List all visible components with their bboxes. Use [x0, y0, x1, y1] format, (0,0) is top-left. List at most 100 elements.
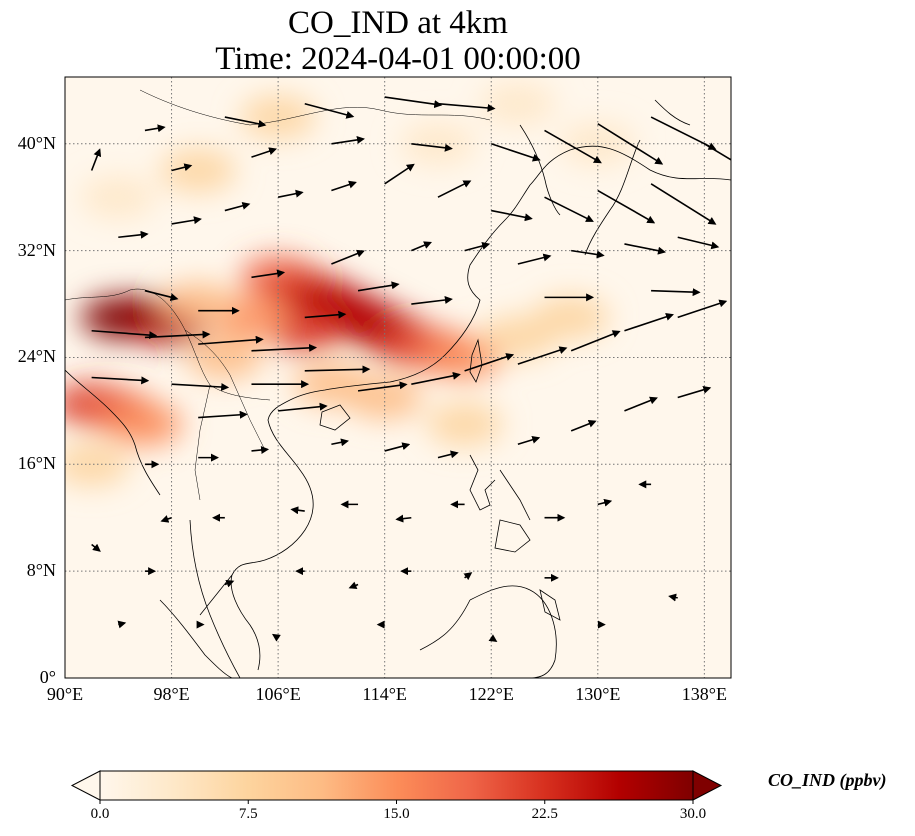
colorbar-body	[99, 770, 694, 801]
longitude-tick-label: 122°E	[468, 684, 514, 704]
wind-arrow	[677, 299, 728, 319]
wind-arrow	[290, 506, 305, 515]
wind-arrow	[650, 183, 717, 225]
wind-arrow	[304, 365, 371, 374]
colorbar	[70, 770, 723, 804]
wind-arrow	[91, 543, 101, 552]
co-plume-cell	[106, 402, 183, 447]
co-plume-cell	[186, 335, 263, 380]
wind-arrow	[491, 209, 533, 222]
wind-arrow	[90, 148, 102, 171]
wind-arrow	[488, 634, 498, 643]
wind-arrow	[251, 446, 270, 454]
wind-arrow	[91, 376, 150, 385]
japan-coastline	[584, 99, 691, 256]
wind-arrow	[271, 633, 281, 642]
wind-arrow	[91, 329, 158, 340]
latitude-tick-label: 24°N	[17, 346, 56, 367]
wind-arrow	[624, 396, 658, 412]
co-plume-cell	[533, 295, 610, 340]
wind-arrow	[411, 142, 453, 152]
gridlines	[65, 77, 731, 678]
longitude-tick-label: 114°E	[362, 684, 407, 704]
wind-arrow	[597, 498, 613, 507]
wind-arrow	[118, 230, 149, 239]
wind-arrow	[411, 371, 461, 385]
bay-of-bengal-coast	[65, 369, 161, 496]
co-concentration-layer	[65, 81, 636, 487]
indochina-coastline	[199, 399, 314, 671]
wind-arrow	[348, 581, 359, 590]
wind-arrow	[357, 381, 408, 392]
wind-arrow	[677, 236, 720, 250]
wind-arrow	[570, 330, 621, 352]
wind-arrow	[668, 593, 678, 602]
latitude-tick-label: 40°N	[17, 132, 56, 153]
wind-arrow	[411, 296, 453, 305]
longitude-tick-label: 98°E	[153, 684, 190, 704]
wind-arrow	[463, 572, 473, 581]
co-plume-cell	[160, 282, 237, 327]
wind-arrow	[703, 143, 731, 161]
wind-arrow	[437, 102, 496, 112]
colorbar-extend-min	[70, 770, 101, 801]
wind-arrow	[384, 96, 443, 109]
wind-arrow	[517, 253, 552, 265]
wind-arrow	[517, 435, 541, 446]
wind-arrow	[277, 189, 304, 198]
wind-arrow	[597, 123, 664, 165]
wind-arrow	[171, 383, 230, 392]
wind-arrow	[198, 335, 264, 345]
taiwan-outline	[469, 338, 483, 383]
wind-arrow	[490, 143, 541, 162]
wind-arrow	[624, 243, 667, 255]
wind-arrow	[395, 514, 412, 523]
wind-arrow	[384, 442, 411, 452]
wind-arrow	[571, 249, 605, 259]
wind-arrow	[597, 189, 656, 224]
longitude-tick-label: 138°E	[681, 684, 727, 704]
wind-arrow	[464, 242, 491, 252]
wind-arrow	[251, 269, 286, 279]
latitude-tick-label: 8°N	[26, 560, 56, 581]
co-plume-cell	[426, 402, 503, 447]
wind-arrow	[357, 281, 400, 292]
wind-arrow	[331, 135, 365, 145]
colorbar-tick-label: 30.0	[679, 806, 707, 822]
wind-arrow	[384, 163, 415, 185]
wind-arrow	[677, 385, 712, 399]
philippines-outline	[469, 454, 561, 621]
longitude-tick-label: 106°E	[255, 684, 301, 704]
wind-arrow	[278, 402, 328, 412]
malay-coastline	[189, 519, 241, 678]
co-plume-cell	[80, 175, 157, 220]
latitude-tick-label: 16°N	[17, 453, 56, 474]
sumatra-outline	[159, 599, 233, 678]
wind-arrow	[198, 410, 248, 419]
korea-coastline	[519, 124, 561, 216]
map-subtitle-time: Time: 2024-04-01 00:00:00	[215, 41, 581, 77]
colorbar-tick-label: 0.0	[90, 806, 110, 822]
wind-arrow	[437, 180, 472, 198]
colorbar-tick-label: 22.5	[531, 806, 558, 822]
wind-arrow	[144, 330, 211, 339]
latitude-tick-label: 32°N	[17, 239, 56, 260]
wind-arrow	[304, 310, 347, 319]
map-title: CO_IND at 4km	[288, 5, 508, 41]
colorbar-tick-label: 7.5	[238, 806, 258, 822]
wind-arrow	[304, 102, 355, 119]
wind-arrow	[570, 419, 597, 432]
wind-vectors	[90, 96, 731, 643]
wind-arrow	[517, 346, 568, 365]
wind-arrow	[171, 216, 202, 225]
wind-arrow	[544, 129, 602, 164]
wind-arrow	[144, 289, 179, 302]
wind-arrow	[117, 620, 127, 629]
wind-arrow	[251, 343, 318, 352]
wind-arrow	[224, 201, 251, 212]
colorbar-extend-max	[692, 770, 723, 801]
co-plume-cell	[160, 148, 237, 193]
wind-arrow	[331, 180, 357, 192]
wind-arrow	[464, 353, 515, 372]
